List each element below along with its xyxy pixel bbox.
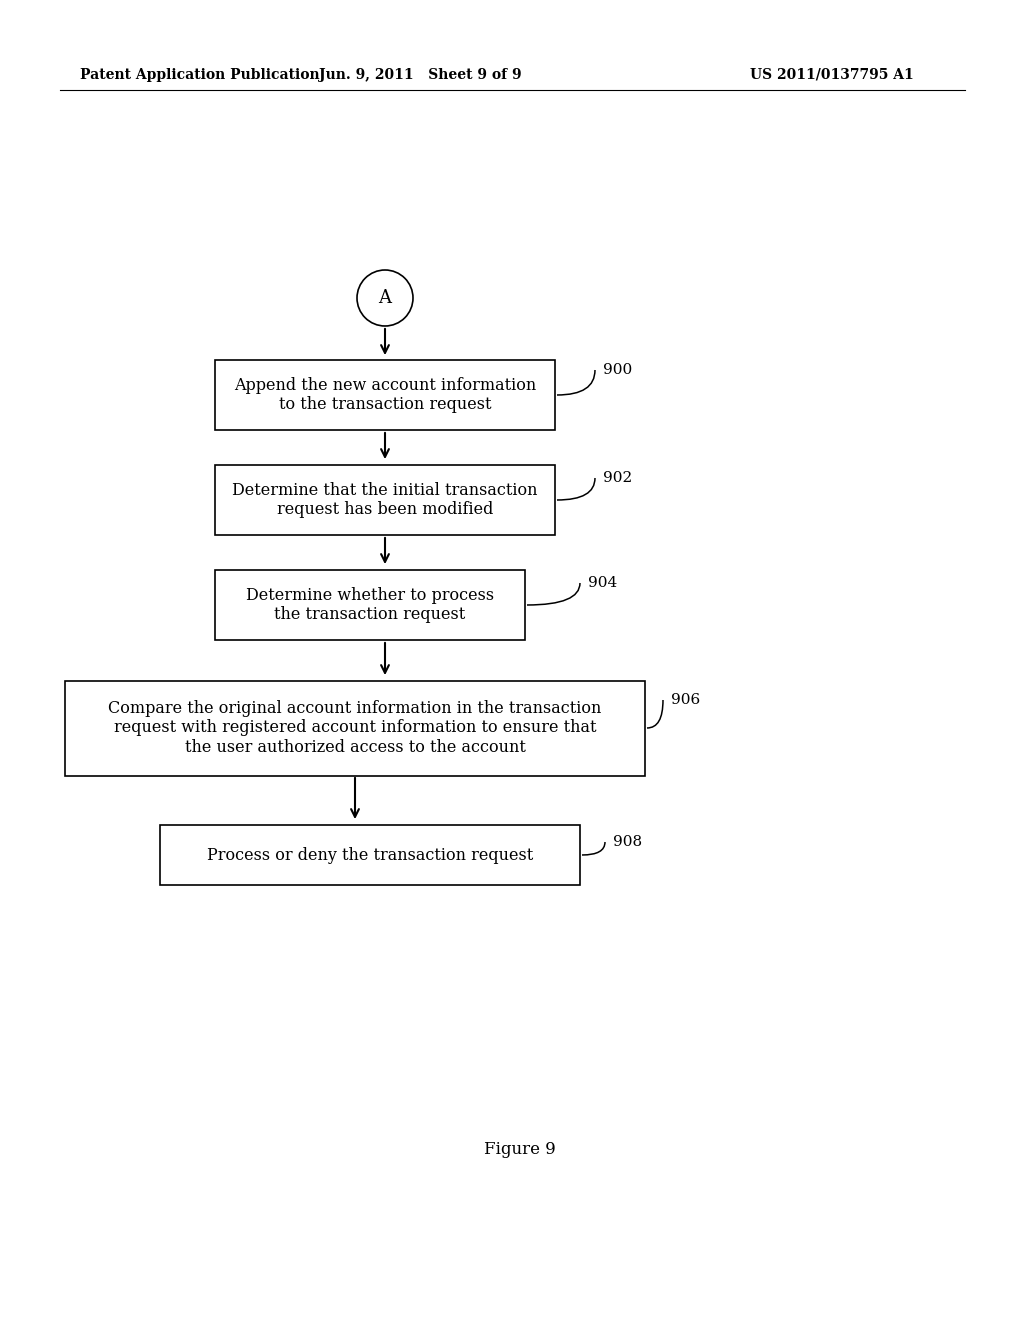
Text: 906: 906 bbox=[671, 693, 700, 708]
Text: 908: 908 bbox=[613, 836, 642, 849]
Text: Append the new account information
to the transaction request: Append the new account information to th… bbox=[233, 376, 537, 413]
Text: Compare the original account information in the transaction
request with registe: Compare the original account information… bbox=[109, 700, 602, 756]
Text: 904: 904 bbox=[588, 576, 617, 590]
Bar bbox=[65, 681, 645, 776]
Bar bbox=[215, 360, 555, 430]
Text: Determine whether to process
the transaction request: Determine whether to process the transac… bbox=[246, 586, 494, 623]
Bar bbox=[215, 570, 525, 640]
Text: Figure 9: Figure 9 bbox=[484, 1142, 556, 1159]
Text: Process or deny the transaction request: Process or deny the transaction request bbox=[207, 846, 534, 863]
Text: 900: 900 bbox=[603, 363, 632, 378]
Text: Jun. 9, 2011   Sheet 9 of 9: Jun. 9, 2011 Sheet 9 of 9 bbox=[318, 69, 521, 82]
Bar bbox=[160, 825, 580, 884]
Text: US 2011/0137795 A1: US 2011/0137795 A1 bbox=[750, 69, 913, 82]
Text: A: A bbox=[379, 289, 391, 308]
Text: Determine that the initial transaction
request has been modified: Determine that the initial transaction r… bbox=[232, 482, 538, 519]
Text: Patent Application Publication: Patent Application Publication bbox=[80, 69, 319, 82]
Text: 902: 902 bbox=[603, 471, 632, 484]
Bar bbox=[215, 465, 555, 535]
